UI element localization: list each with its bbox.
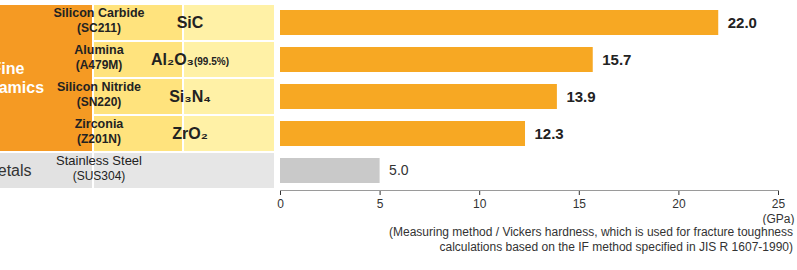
svg-text:(SUS304): (SUS304) — [73, 169, 126, 183]
svg-text:Silicon Carbide: Silicon Carbide — [54, 6, 145, 20]
svg-text:0: 0 — [277, 197, 284, 211]
svg-text:10: 10 — [473, 197, 487, 211]
html-text:calculations based on the IF m: calculations based on the IF method spec… — [439, 240, 793, 254]
svg-text:Alumina: Alumina — [74, 43, 124, 57]
svg-text:Stainless Steel: Stainless Steel — [56, 153, 142, 168]
svg-text:SiC: SiC — [177, 14, 204, 31]
svg-text:Zirconia: Zirconia — [75, 117, 125, 131]
svg-text:5: 5 — [377, 197, 384, 211]
svg-text:Metals: Metals — [0, 162, 32, 179]
svg-text:Silicon Nitride: Silicon Nitride — [57, 80, 141, 94]
svg-text:25: 25 — [772, 197, 786, 211]
svg-text:12.3: 12.3 — [535, 125, 564, 142]
html-text:(Measuring method / Vickers ha: (Measuring method / Vickers hardness, wh… — [389, 225, 793, 239]
svg-text:Al₂O₃(99.5%): Al₂O₃(99.5%) — [151, 51, 229, 68]
svg-text:(GPa): (GPa) — [762, 212, 794, 226]
svg-text:22.0: 22.0 — [728, 14, 757, 31]
svg-text:Si₃N₄: Si₃N₄ — [169, 88, 211, 105]
svg-text:13.9: 13.9 — [566, 88, 595, 105]
svg-text:(SN220): (SN220) — [77, 95, 122, 109]
svg-text:(A479M): (A479M) — [76, 58, 123, 72]
svg-text:(SC211): (SC211) — [77, 21, 121, 35]
svg-text:15: 15 — [573, 197, 587, 211]
svg-text:15.7: 15.7 — [602, 51, 631, 68]
svg-text:ZrO₂: ZrO₂ — [172, 125, 208, 142]
svg-text:FineCeramics: FineCeramics — [0, 60, 44, 96]
svg-text:(Z201N): (Z201N) — [77, 132, 121, 146]
svg-text:20: 20 — [672, 197, 686, 211]
svg-text:5.0: 5.0 — [389, 162, 409, 178]
